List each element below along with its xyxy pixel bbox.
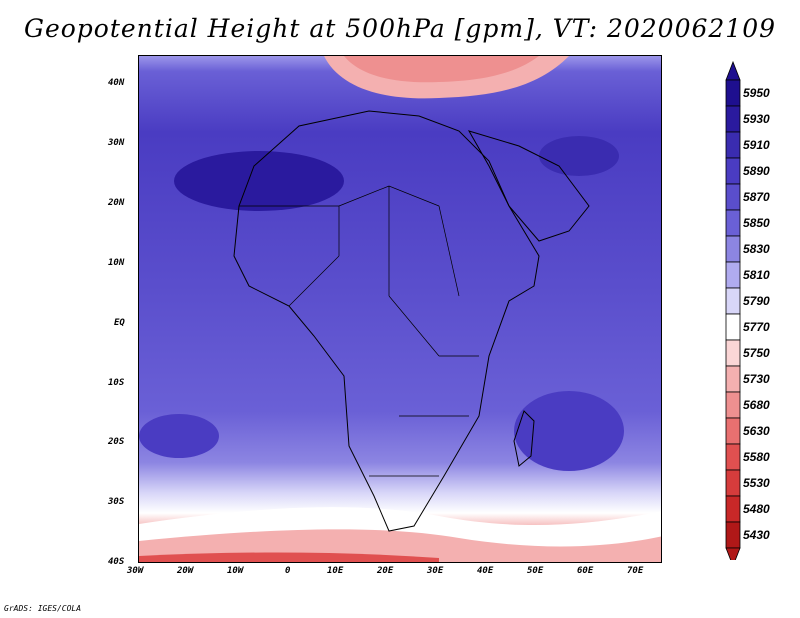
lon-label-10w: 10W — [227, 566, 244, 576]
country-borders — [239, 185, 479, 477]
colorbar-level-label: 5950 — [743, 86, 770, 100]
grads-credit: GrADS: IGES/COLA — [4, 604, 82, 613]
colorbar-level-label: 5730 — [743, 372, 770, 386]
atlantic-high — [139, 414, 219, 458]
lon-label-10e: 10E — [327, 566, 344, 576]
arabia-coastline — [467, 130, 590, 242]
colorbar-swatch — [725, 391, 741, 419]
colorbar-swatch — [725, 131, 741, 159]
lon-label-40e: 40E — [477, 566, 494, 576]
lat-label-eq: EQ — [114, 318, 125, 328]
colorbar-swatch — [725, 235, 741, 263]
colorbar-level-label: 5770 — [743, 320, 770, 334]
colorbar-swatch — [725, 365, 741, 393]
colorbar-level-label: 5430 — [743, 528, 770, 542]
lon-label-30e: 30E — [427, 566, 444, 576]
lat-label-40n: 40N — [108, 78, 125, 88]
lat-label-20s: 20S — [108, 437, 125, 447]
lon-label-30w: 30W — [127, 566, 144, 576]
colorbar-level-label: 5870 — [743, 190, 770, 204]
colorbar-level-label: 5890 — [743, 164, 770, 178]
colorbar-swatch — [725, 287, 741, 315]
lat-label-30s: 30S — [108, 497, 125, 507]
lon-label-70e: 70E — [627, 566, 644, 576]
colorbar-swatch — [725, 469, 741, 497]
colorbar-level-label: 5680 — [743, 398, 770, 412]
colorbar-bottom-arrow — [725, 547, 741, 560]
colorbar-level-label: 5630 — [743, 424, 770, 438]
map-title: Geopotential Height at 500hPa [gpm], VT:… — [23, 14, 777, 43]
lon-label-50e: 50E — [527, 566, 544, 576]
colorbar-swatch — [725, 209, 741, 237]
northern-trough-core — [344, 56, 539, 83]
lat-label-20n: 20N — [108, 198, 125, 208]
madagascar-coastline — [513, 410, 535, 467]
colorbar-swatch — [725, 105, 741, 133]
colorbar-level-label: 5750 — [743, 346, 770, 360]
southern-indian-high — [514, 391, 624, 471]
colorbar-swatch — [725, 495, 741, 523]
colorbar-level-label: 5480 — [743, 502, 770, 516]
lon-label-20e: 20E — [377, 566, 394, 576]
colorbar-swatch — [725, 261, 741, 289]
colorbar-level-label: 5910 — [743, 138, 770, 152]
colorbar-swatch — [725, 157, 741, 185]
colorbar-level-label: 5810 — [743, 268, 770, 282]
colorbar-level-label: 5930 — [743, 112, 770, 126]
colorbar-swatch — [725, 417, 741, 445]
colorbar-swatch — [725, 79, 741, 107]
lon-label-20w: 20W — [177, 566, 194, 576]
saharan-high — [174, 151, 344, 211]
colorbar-level-label: 5790 — [743, 294, 770, 308]
colorbar-swatch — [725, 339, 741, 367]
colorbar-swatch — [725, 313, 741, 341]
map-panel — [138, 55, 662, 563]
colorbar-swatch — [725, 183, 741, 211]
colorbar-level-label: 5580 — [743, 450, 770, 464]
colorbar-swatches — [725, 60, 741, 560]
colorbar: 5950 5930 5910 5890 5870 5850 5830 5810 5790 5770… — [710, 60, 800, 560]
colorbar-level-label: 5530 — [743, 476, 770, 490]
colorbar-swatch — [725, 443, 741, 471]
africa-coastline — [233, 110, 540, 532]
lat-label-10n: 10N — [108, 258, 125, 268]
arabian-high — [539, 136, 619, 176]
southern-trough-red — [139, 552, 439, 562]
contour-map — [139, 56, 661, 562]
lon-label-60e: 60E — [577, 566, 594, 576]
lat-label-10s: 10S — [108, 378, 125, 388]
lat-label-30n: 30N — [108, 138, 125, 148]
colorbar-level-label: 5850 — [743, 216, 770, 230]
colorbar-swatch — [725, 521, 741, 549]
lat-label-40s: 40S — [108, 557, 125, 567]
lon-label-0: 0 — [285, 566, 291, 576]
colorbar-top-arrow — [725, 60, 741, 81]
colorbar-level-label: 5830 — [743, 242, 770, 256]
